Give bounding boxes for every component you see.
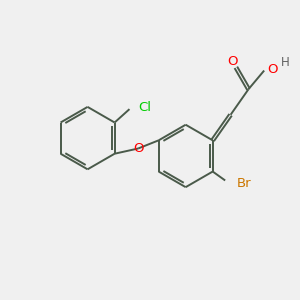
Text: Br: Br	[236, 177, 251, 190]
Text: O: O	[133, 142, 143, 155]
Text: O: O	[267, 63, 278, 76]
Text: O: O	[228, 56, 238, 68]
Text: H: H	[280, 56, 289, 69]
Text: Cl: Cl	[138, 101, 151, 114]
